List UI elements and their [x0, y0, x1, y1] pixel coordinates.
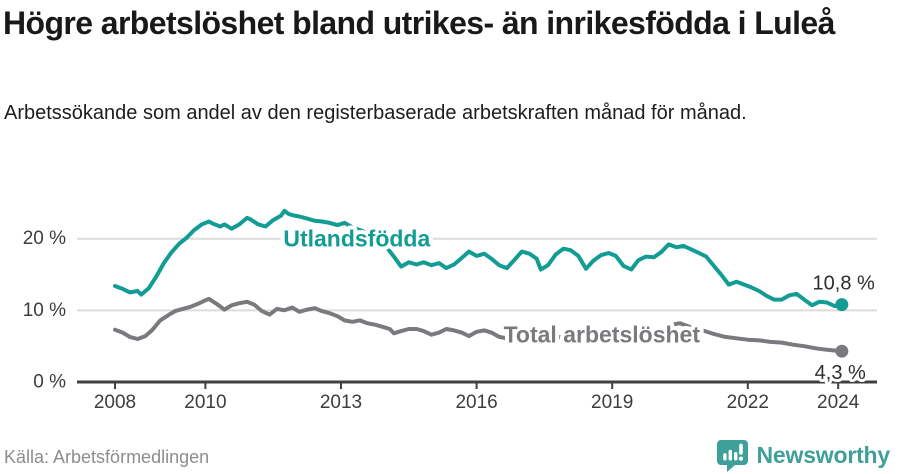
x-tick-label: 2013: [320, 392, 362, 413]
series-end-dot: [835, 344, 849, 358]
y-tick-label: 0 %: [33, 372, 66, 393]
x-tick-label: 2022: [727, 392, 769, 413]
x-tick-label: 2008: [94, 392, 136, 413]
chart-subtitle: Arbetssökande som andel av den registerb…: [4, 102, 747, 124]
x-tick-label: 2010: [184, 392, 226, 413]
series-line-total: [113, 296, 844, 354]
y-tick-label: 20 %: [23, 228, 66, 249]
line-chart: 0 % 10 % 20 % 2008 2010 2013 2016 2019 2022 2024 U…: [23, 208, 878, 413]
newsworthy-brand-link[interactable]: Newsworthy: [716, 438, 890, 472]
series-label-total: Total arbetslöshet: [504, 322, 701, 348]
series-label-utlandsfodda: Utlandsfödda: [283, 226, 430, 252]
page-title: Högre arbetslöshet bland utrikes- än inr…: [3, 5, 835, 41]
x-tick-label: 2019: [591, 392, 633, 413]
end-value-label: 4,3 %: [815, 362, 866, 384]
series-line-utlandsfodda: [113, 208, 844, 309]
y-tick-label: 10 %: [23, 300, 66, 321]
x-tick-label: 2024: [817, 392, 860, 413]
newsworthy-logo-icon: [716, 439, 748, 472]
source-note: Källa: Arbetsförmedlingen: [4, 447, 210, 467]
end-value-label: 10,8 %: [813, 273, 875, 295]
series-end-dot: [835, 298, 849, 312]
newsworthy-wordmark: Newsworthy: [756, 441, 891, 468]
x-tick-label: 2016: [455, 392, 497, 413]
